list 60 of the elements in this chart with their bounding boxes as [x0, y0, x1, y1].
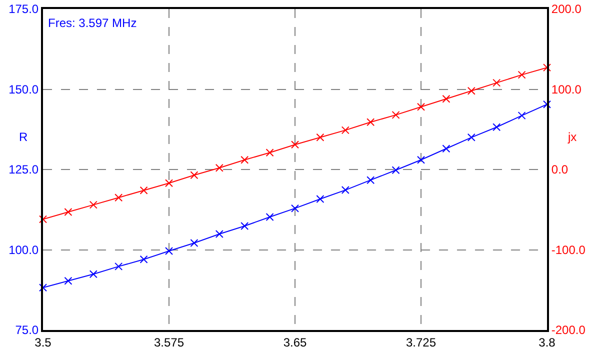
- point: [114, 194, 123, 202]
- point: [417, 156, 425, 164]
- y-tick-label: 150.0: [8, 82, 39, 96]
- point: [165, 179, 173, 188]
- y2-tick-label: 200.0: [551, 2, 582, 16]
- point: [518, 112, 526, 120]
- point: [266, 213, 274, 222]
- point: [467, 86, 476, 95]
- point: [165, 247, 173, 256]
- point: [64, 208, 72, 216]
- point: [114, 262, 123, 270]
- point: [39, 215, 47, 224]
- point: [366, 118, 375, 126]
- point: [190, 239, 198, 248]
- x-tick-label: 3.5: [34, 335, 52, 350]
- point: [140, 255, 148, 264]
- point: [240, 156, 249, 164]
- point: [341, 126, 350, 134]
- point: [518, 70, 526, 79]
- y-tick-label: 175.0: [8, 2, 39, 16]
- x-tick-label: 3.65: [283, 335, 307, 350]
- annotation: Fres: 3.597 MHz: [48, 16, 137, 30]
- point: [266, 148, 274, 157]
- point: [291, 204, 299, 212]
- x-tick-label: 3.725: [406, 335, 436, 350]
- point: [417, 102, 425, 111]
- point: [442, 144, 450, 153]
- point: [492, 123, 501, 132]
- point: [316, 133, 324, 142]
- point: [543, 64, 551, 72]
- point: [543, 100, 551, 108]
- y2-tick-label: 100.0: [551, 82, 582, 96]
- point: [215, 164, 224, 172]
- point: [291, 140, 299, 149]
- y-tick-label: 75.0: [15, 323, 39, 338]
- y-tick-label: 100.0: [8, 242, 39, 257]
- point: [467, 133, 476, 142]
- x-tick-label: 3.8: [538, 335, 556, 350]
- point: [64, 276, 72, 285]
- point: [39, 284, 47, 292]
- point: [190, 171, 198, 180]
- point: [316, 195, 324, 204]
- point: [492, 78, 501, 87]
- point: [442, 94, 450, 103]
- point: [215, 230, 224, 238]
- point: [240, 222, 249, 230]
- x-tick-label: 3.575: [154, 335, 184, 350]
- y-tick-label: 125.0: [8, 162, 39, 177]
- y2-tick-label: -100.0: [551, 242, 586, 257]
- y-axis-title: R: [19, 130, 28, 144]
- point: [341, 186, 350, 194]
- point: [392, 166, 400, 174]
- y2-axis-title: jx: [567, 130, 577, 144]
- point: [366, 176, 375, 184]
- point: [140, 186, 148, 194]
- y2-tick-label: 0.0: [551, 162, 568, 177]
- y2-tick-label: -200.0: [551, 323, 586, 338]
- point: [89, 200, 98, 209]
- point: [392, 110, 400, 119]
- point: [89, 270, 98, 278]
